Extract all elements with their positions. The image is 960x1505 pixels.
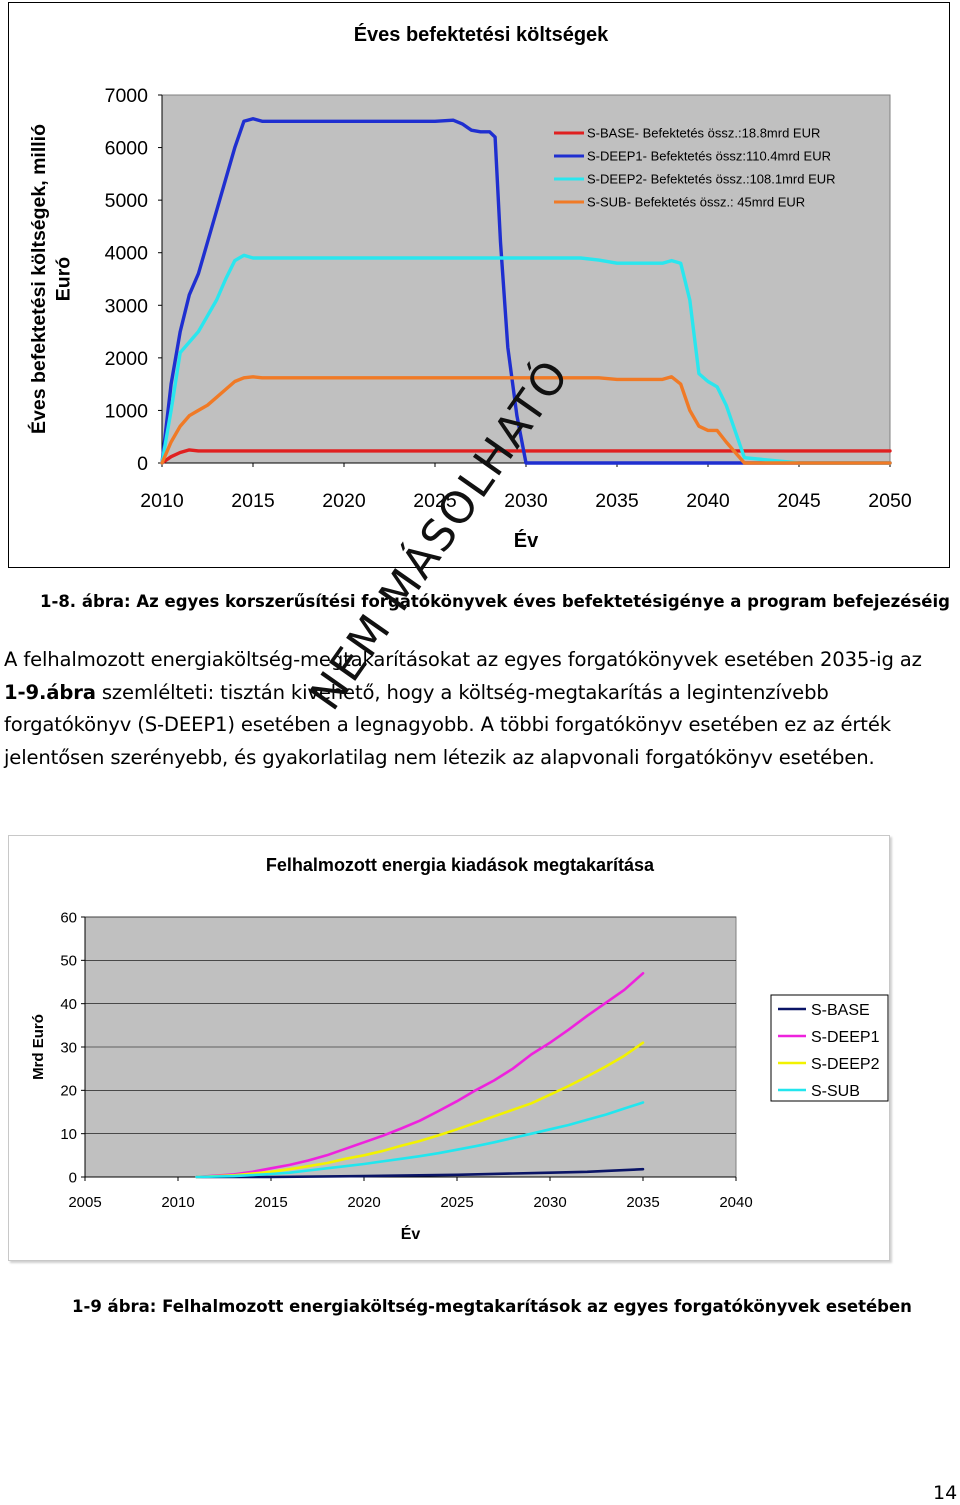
chart-title: Felhalmozott energia kiadások megtakarít…	[266, 855, 655, 875]
y-tick-label: 50	[60, 953, 77, 970]
x-tick-label: 2020	[347, 1194, 380, 1211]
savings-chart-svg: Felhalmozott energia kiadások megtakarít…	[30, 855, 889, 1243]
y-tick-label: 60	[60, 909, 77, 926]
legend-label: S-BASE	[811, 1002, 870, 1019]
y-axis-label: Éves befektetési költségek, millió Euró	[27, 124, 74, 434]
x-tick-label: 2010	[140, 490, 184, 512]
x-tick-label: 2025	[413, 490, 457, 512]
series-line-s-deep1	[195, 972, 645, 1179]
figure-1-8-caption: 1-8. ábra: Az egyes korszerűsítési forga…	[40, 592, 950, 611]
y-tick-label: 3000	[105, 295, 149, 317]
legend-label: S-DEEP1- Befektetés össz:110.4mrd EUR	[587, 149, 831, 164]
series-line-s-deep2	[195, 1041, 645, 1179]
y-tick-label: 0	[137, 453, 148, 475]
y-tick-label: 4000	[105, 243, 149, 265]
series-line-s-deep1-	[160, 116, 892, 465]
x-axis-label: Év	[514, 529, 539, 552]
y-axis-label-line-2: Euró	[52, 257, 74, 302]
y-tick-label: 20	[60, 1083, 77, 1100]
y-tick-label: 40	[60, 996, 77, 1013]
x-tick-label: 2040	[719, 1194, 752, 1211]
x-tick-label: 2010	[161, 1194, 194, 1211]
x-tick-label: 2035	[595, 490, 639, 512]
legend-label: S-DEEP1	[811, 1029, 880, 1046]
y-axis-label-line-1: Éves befektetési költségek, millió	[27, 124, 50, 434]
legend-label: S-DEEP2- Befektetés össz.:108.1mrd EUR	[587, 172, 836, 187]
plot-area	[161, 94, 891, 464]
y-tick-label: 6000	[105, 138, 149, 160]
y-tick-label: 30	[60, 1039, 77, 1056]
legend-label: S-SUB- Befektetés össz.: 45mrd EUR	[587, 195, 805, 210]
savings-chart: Felhalmozott energia kiadások megtakarít…	[8, 835, 890, 1261]
x-tick-label: 2035	[626, 1194, 659, 1211]
x-tick-label: 2045	[777, 490, 821, 512]
figure-1-9-caption: 1-9 ábra: Felhalmozott energiaköltség-me…	[72, 1297, 912, 1316]
legend-label: S-BASE- Befektetés össz.:18.8mrd EUR	[587, 126, 820, 141]
legend-label: S-DEEP2	[811, 1056, 880, 1073]
x-tick-label: 2025	[440, 1194, 473, 1211]
x-axis-label: Év	[401, 1224, 421, 1243]
legend-label: S-SUB	[811, 1083, 860, 1100]
x-tick-label: 2030	[504, 490, 548, 512]
x-tick-label: 2015	[231, 490, 275, 512]
series-line-s-base	[195, 1167, 645, 1179]
paragraph-part-2: szemlélteti: tisztán kivehető, hogy a kö…	[4, 680, 891, 769]
legend-box	[770, 994, 889, 1102]
page-number: 14	[933, 1482, 958, 1504]
series-line-s-sub-	[160, 375, 892, 465]
x-tick-label: 2015	[254, 1194, 287, 1211]
y-tick-label: 1000	[105, 400, 149, 422]
investment-chart: Éves befektetési költségek 0 1000 2000 3000 4…	[8, 2, 950, 568]
x-tick-label: 2030	[533, 1194, 566, 1211]
paragraph-figure-reference: 1-9.ábra	[4, 680, 96, 704]
y-axis-label: Mrd Euró	[30, 1014, 47, 1080]
body-paragraph: A felhalmozott energiaköltség-megtakarít…	[4, 644, 949, 774]
x-tick-label: 2040	[686, 490, 730, 512]
x-tick-label: 2005	[68, 1194, 101, 1211]
series-line-s-sub	[195, 1101, 645, 1179]
paragraph-part-1: A felhalmozott energiaköltség-megtakarít…	[4, 648, 922, 671]
chart-title: Éves befektetési költségek	[354, 23, 609, 46]
y-tick-label: 5000	[105, 190, 149, 212]
x-tick-label: 2020	[322, 490, 366, 512]
series-line-s-deep2-	[160, 253, 892, 465]
y-tick-label: 0	[69, 1169, 77, 1186]
y-tick-label: 2000	[105, 348, 149, 370]
y-tick-label: 10	[60, 1126, 77, 1143]
y-tick-label: 7000	[105, 85, 149, 107]
x-tick-label: 2050	[868, 490, 912, 512]
investment-chart-svg: Éves befektetési költségek 0 1000 2000 3000 4…	[27, 23, 912, 552]
series-line-s-base-	[160, 448, 892, 465]
